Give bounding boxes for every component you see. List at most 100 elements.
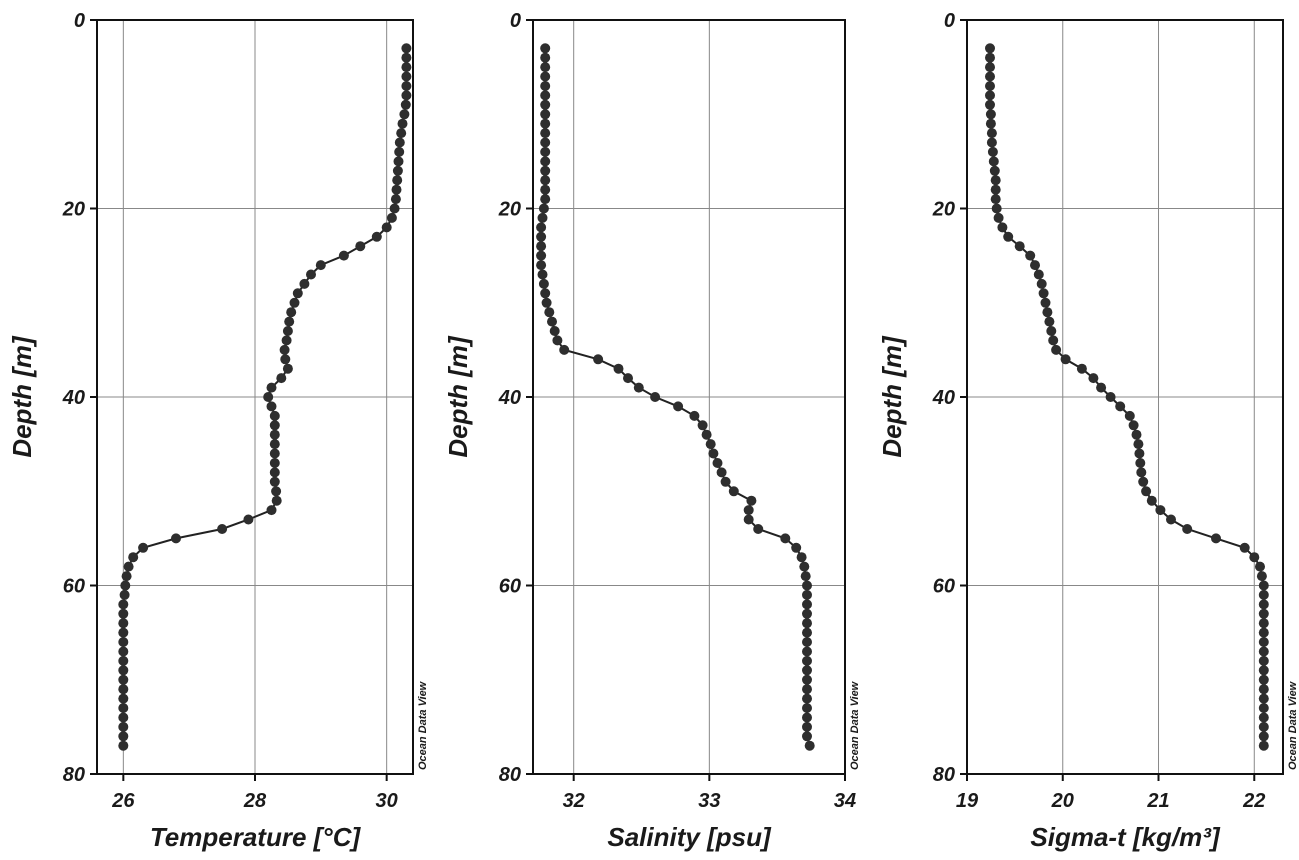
- y-axis-title: Depth [m]: [877, 335, 907, 458]
- data-point: [381, 222, 392, 233]
- data-point: [804, 740, 815, 751]
- data-point: [118, 684, 129, 695]
- data-point: [392, 165, 403, 176]
- data-point: [540, 194, 551, 205]
- data-point: [613, 363, 624, 374]
- x-tick-label: 32: [563, 790, 585, 812]
- data-point: [386, 212, 397, 223]
- data-point: [1060, 354, 1071, 365]
- data-point: [1076, 363, 1087, 374]
- data-point: [1258, 655, 1269, 666]
- data-point: [540, 109, 551, 120]
- data-point: [299, 278, 310, 289]
- data-point: [985, 52, 995, 63]
- data-point: [1134, 448, 1145, 459]
- data-point: [271, 495, 282, 506]
- data-point: [985, 99, 995, 110]
- y-tick-label: 80: [933, 764, 955, 786]
- data-point: [1255, 561, 1265, 572]
- data-point: [266, 505, 277, 516]
- y-tick-label: 0: [944, 10, 955, 32]
- data-point: [540, 43, 551, 54]
- data-point: [1051, 344, 1062, 355]
- data-point: [701, 429, 712, 440]
- data-point: [401, 90, 412, 101]
- data-point: [1258, 646, 1269, 657]
- data-point: [780, 533, 791, 544]
- data-point: [1038, 288, 1049, 299]
- data-point: [1128, 420, 1139, 431]
- data-point: [673, 401, 684, 412]
- data-point: [1003, 231, 1014, 242]
- data-point: [697, 420, 708, 431]
- data-point: [1146, 495, 1157, 506]
- data-point: [269, 429, 280, 440]
- data-point: [1036, 278, 1047, 289]
- data-point: [540, 175, 551, 186]
- y-tick-label: 80: [63, 764, 85, 786]
- data-point: [280, 354, 291, 365]
- data-point: [985, 43, 995, 54]
- y-tick-label: 20: [498, 199, 521, 221]
- y-tick-label: 40: [932, 387, 955, 409]
- data-point: [1030, 260, 1040, 271]
- x-tick-label: 34: [834, 790, 856, 812]
- data-point: [987, 146, 998, 157]
- data-point: [593, 354, 604, 365]
- data-point: [537, 212, 548, 223]
- data-point: [1249, 552, 1260, 563]
- data-point: [650, 392, 661, 402]
- data-point: [266, 401, 277, 412]
- y-tick-label: 20: [62, 199, 85, 221]
- data-point: [401, 71, 412, 82]
- data-point: [541, 297, 552, 308]
- data-point: [536, 260, 547, 271]
- data-point: [547, 316, 557, 327]
- data-point: [540, 184, 551, 195]
- data-point: [396, 128, 407, 139]
- data-point: [712, 458, 723, 468]
- data-point: [269, 458, 280, 468]
- data-point: [743, 514, 754, 525]
- data-point: [279, 344, 290, 355]
- data-point: [281, 335, 292, 346]
- y-tick-label: 40: [62, 387, 85, 409]
- data-point: [118, 712, 129, 723]
- data-point: [286, 307, 297, 318]
- data-point: [1040, 297, 1051, 308]
- data-point: [306, 269, 316, 280]
- data-point: [536, 222, 547, 233]
- data-point: [802, 684, 812, 695]
- data-point: [540, 146, 551, 157]
- data-point: [121, 571, 132, 582]
- data-point: [1239, 542, 1250, 553]
- data-point: [989, 165, 1000, 176]
- data-point: [390, 194, 401, 205]
- x-axis-title: Salinity [psu]: [607, 822, 772, 852]
- data-point: [538, 203, 549, 214]
- data-point: [985, 62, 995, 73]
- data-point: [1131, 429, 1142, 440]
- data-point: [263, 392, 274, 402]
- y-tick-label: 0: [510, 10, 521, 32]
- data-point: [1135, 458, 1146, 468]
- data-point: [120, 580, 131, 591]
- data-point: [746, 495, 757, 506]
- data-point: [1256, 571, 1267, 582]
- y-axis-title: Depth [m]: [443, 335, 473, 458]
- depth-profile-panel-3: 19 20 21 22 0 20 40 60 80 Depth [m] Sigma-t [kg/m³…: [877, 10, 1299, 852]
- data-point: [985, 81, 995, 91]
- data-point: [1258, 740, 1269, 751]
- data-point: [800, 571, 811, 582]
- data-point: [986, 128, 997, 139]
- data-point: [1115, 401, 1126, 412]
- data-point: [802, 618, 812, 629]
- data-point: [118, 646, 129, 657]
- data-point: [118, 618, 129, 629]
- data-point: [1258, 721, 1269, 732]
- ocean-data-view-watermark: Ocean Data View: [417, 680, 429, 770]
- data-point: [394, 137, 405, 148]
- data-point: [217, 524, 228, 534]
- data-point: [802, 589, 812, 600]
- data-point: [802, 721, 812, 732]
